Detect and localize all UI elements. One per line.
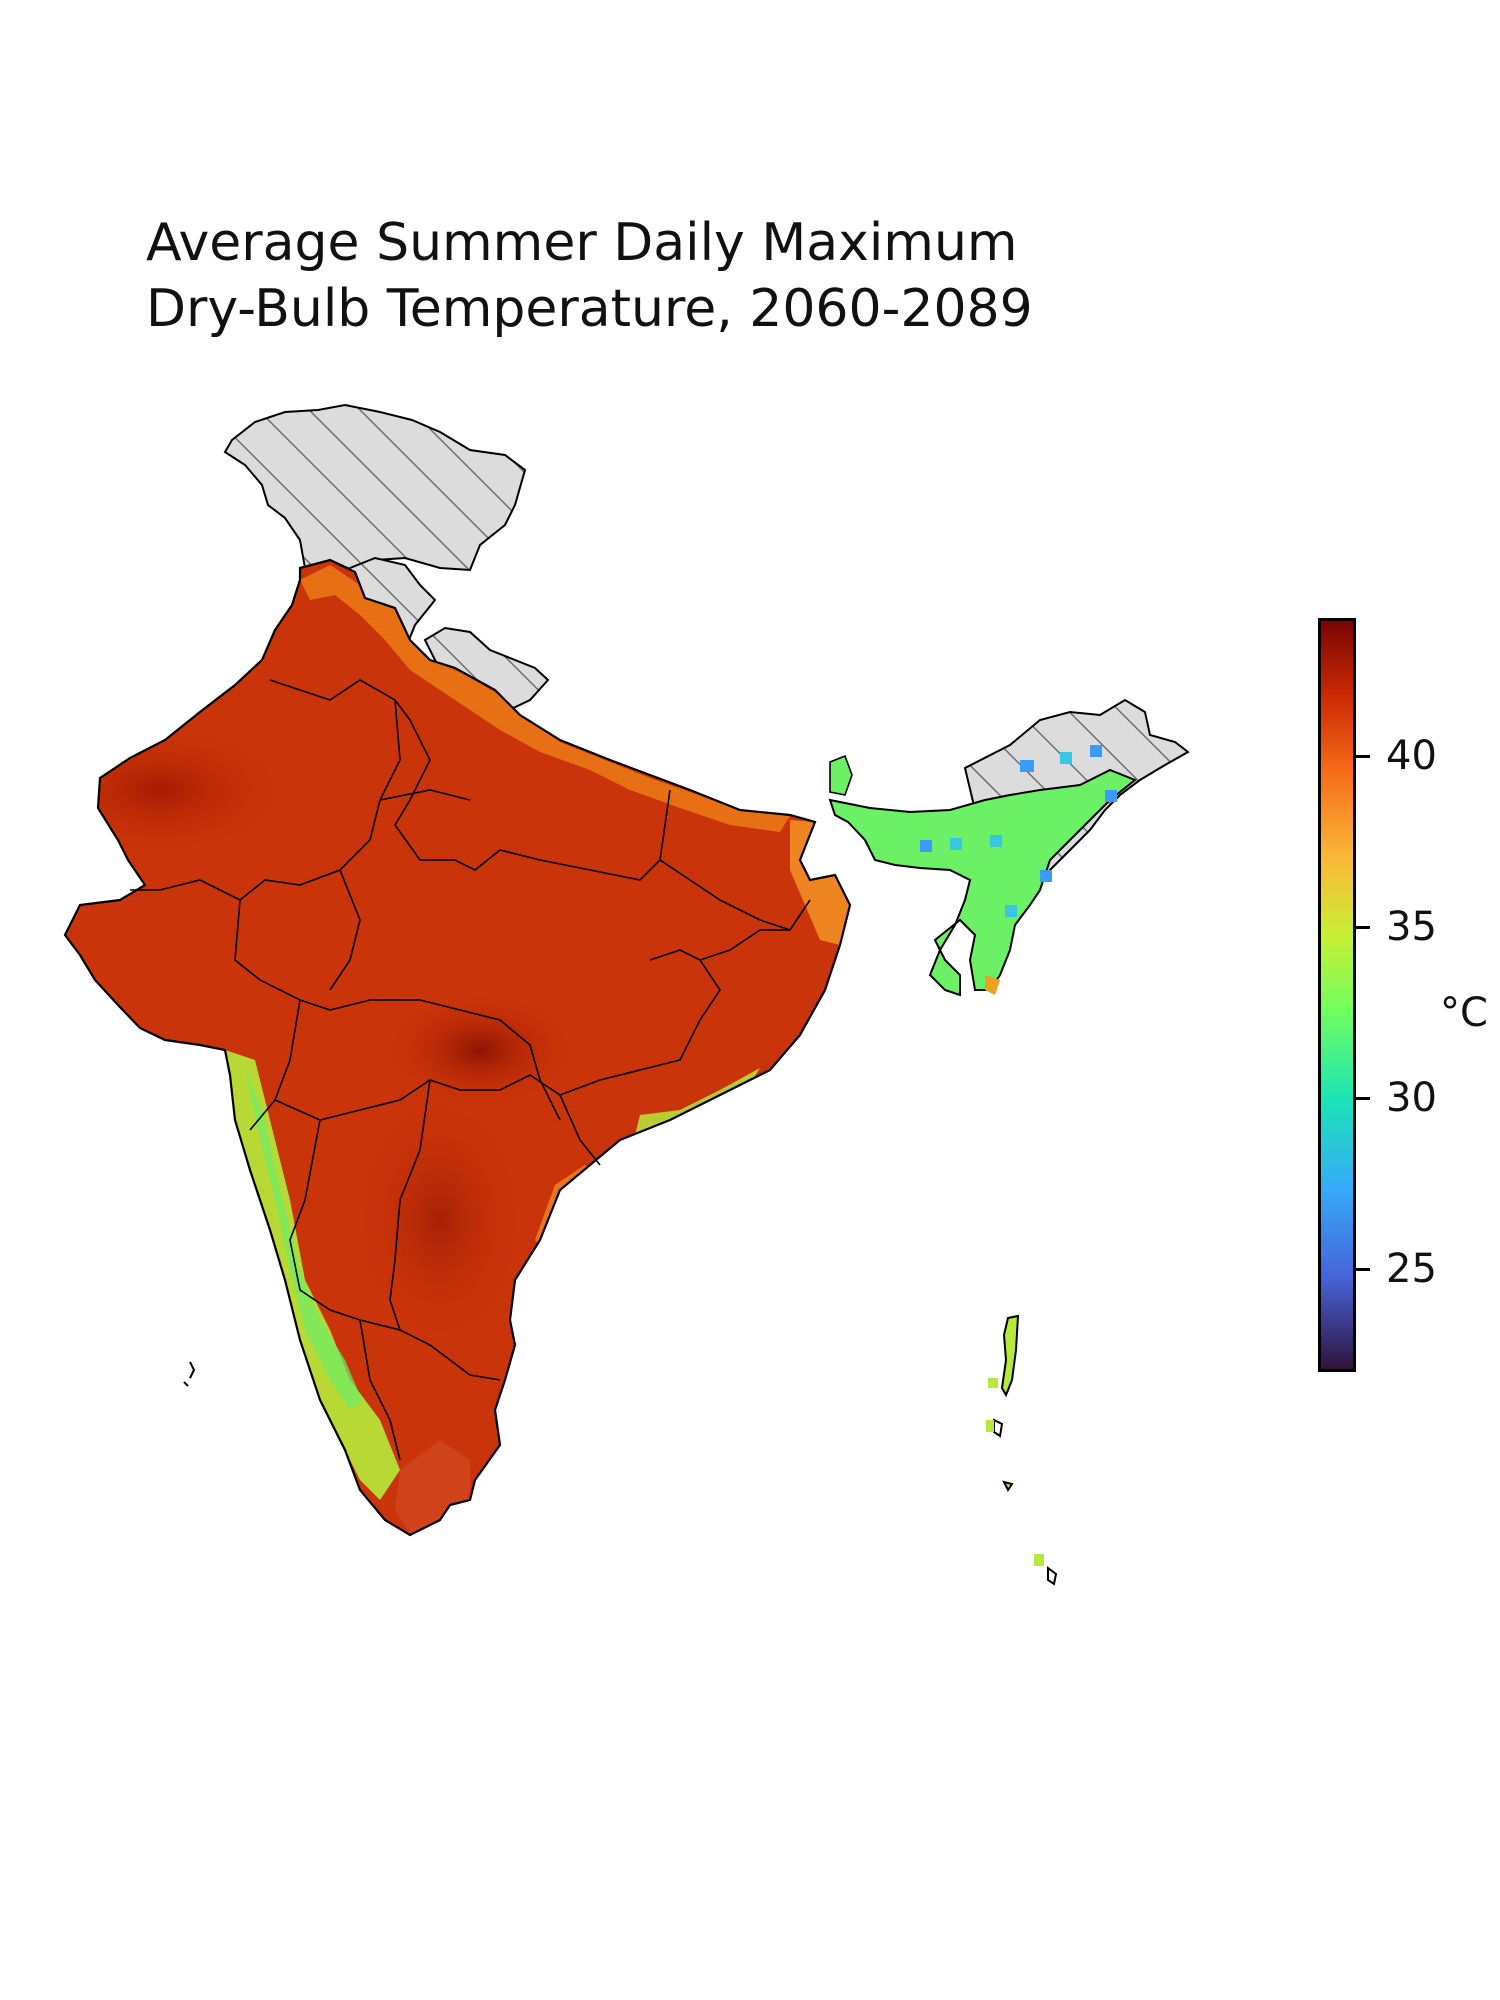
tick-label: 35 [1386, 904, 1437, 950]
title-line-2: Dry-Bulb Temperature, 2060-2089 [146, 279, 1033, 339]
colorbar-unit-label: °C [1440, 990, 1488, 1036]
map-title: Average Summer Daily Maximum Dry-Bulb Te… [146, 210, 1033, 342]
tick-label: 30 [1386, 1075, 1437, 1121]
lakshadweep-islands [183, 1361, 196, 1387]
tick-label: 40 [1386, 733, 1437, 779]
tick-label: 25 [1386, 1246, 1437, 1292]
andaman-nicobar-islands [986, 1314, 1058, 1586]
tick-mark [1356, 755, 1370, 758]
tripura-warm-patch [985, 975, 1000, 995]
region-sikkim [829, 754, 853, 796]
region-north-no-data [223, 403, 527, 572]
tick-mark [1356, 926, 1370, 929]
region-northeast [828, 768, 1137, 997]
colorbar [1318, 618, 1356, 1372]
northeast-cool-patches [920, 745, 1117, 917]
title-line-1: Average Summer Daily Maximum [146, 213, 1018, 273]
tick-mark [1356, 1268, 1370, 1271]
mainland-heat-field [63, 558, 852, 1537]
tick-mark [1356, 1097, 1370, 1100]
india-outline [63, 558, 852, 1537]
state-boundaries [130, 679, 811, 1461]
